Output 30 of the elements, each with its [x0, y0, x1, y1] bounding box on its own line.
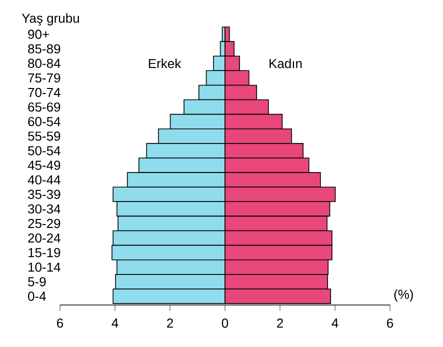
y-tick-label: 15-19: [28, 248, 60, 258]
x-tick-label: 2: [167, 318, 173, 328]
y-tick-label: 25-29: [28, 218, 60, 228]
y-tick-label: 65-69: [28, 102, 60, 112]
y-tick-label: 10-14: [28, 262, 60, 272]
y-tick-label: 80-84: [28, 58, 60, 68]
y-tick-label: 60-54: [28, 117, 60, 126]
x-axis-title: (%): [394, 289, 413, 302]
y-tick-label: 75-79: [28, 73, 60, 83]
y-tick-label: 35-39: [28, 190, 60, 199]
y-tick-label: 5-9: [28, 277, 46, 286]
y-tick-label: 70-74: [28, 88, 60, 98]
series-label: Kadın: [270, 58, 302, 68]
x-tick-label: 6: [387, 318, 394, 328]
y-tick-label: 90+: [28, 30, 49, 39]
y-tick-label: 45-49: [28, 160, 60, 170]
y-tick-label: 85-89: [28, 44, 60, 54]
y-tick-label: 20-24: [28, 233, 60, 243]
x-tick-label: 4: [332, 318, 338, 328]
series-label: Erkek: [148, 58, 182, 68]
x-tick-label: 0: [222, 318, 228, 328]
x-tick-label: 4: [112, 318, 118, 328]
y-tick-label: 0-4: [28, 292, 46, 301]
y-tick-label: 50-54: [28, 146, 60, 156]
x-tick-label: 2: [277, 318, 283, 328]
y-tick-label: 40-44: [28, 175, 60, 184]
y-tick-label: 30-34: [28, 204, 60, 214]
y-axis-title: Yaş grubu: [22, 13, 79, 26]
x-tick-label: 6: [57, 318, 64, 328]
y-tick-label: 55-59: [28, 132, 60, 141]
